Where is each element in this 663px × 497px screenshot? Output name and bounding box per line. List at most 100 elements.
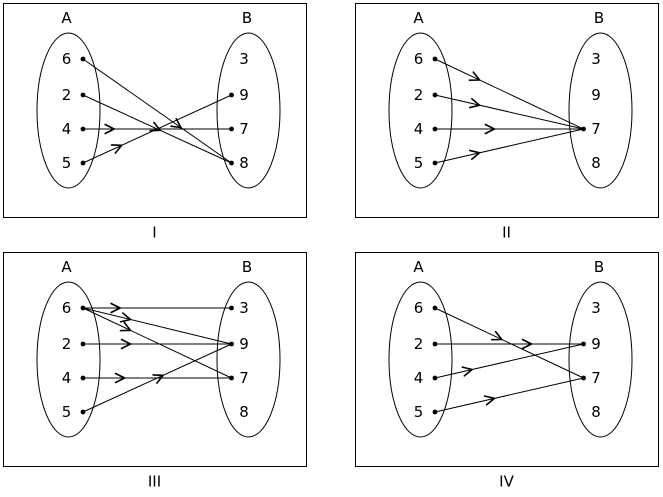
set-a-item-6-label: 6: [62, 50, 72, 68]
panel-border: [355, 252, 659, 467]
set-a-item-6-dot: [80, 56, 86, 62]
set-a-item-4-dot: [80, 375, 86, 381]
set-a-ellipse: [36, 32, 101, 189]
set-b-item-7-label: 7: [239, 369, 249, 387]
arrow-6-to-7-head: [468, 71, 481, 82]
set-a-label: A: [413, 258, 424, 276]
set-a-ellipse: [388, 281, 453, 438]
set-a-item-4-dot: [432, 126, 438, 132]
set-a-label: A: [61, 9, 72, 27]
set-b-item-3-label: 3: [591, 299, 601, 317]
set-b-item-9-label: 9: [591, 86, 601, 104]
arrow-5-to-7-head: [468, 149, 481, 160]
set-b-item-9-dot: [229, 92, 234, 98]
panel-numeral: I: [152, 224, 156, 242]
set-b-item-8-label: 8: [591, 403, 601, 421]
set-a-item-5-dot: [432, 160, 438, 166]
set-b-label: B: [594, 258, 604, 276]
arrow-2-to-7-line: [434, 94, 584, 130]
arrow-6-to-8-line: [82, 58, 232, 164]
panel-border: [3, 252, 307, 467]
arrow-6-to-9-line: [82, 307, 232, 345]
panel-iv: A B 6 2 4 5 3 9 7 8 IV: [355, 252, 659, 491]
set-b-ellipse: [216, 32, 281, 189]
set-b-label: B: [242, 9, 252, 27]
set-b-item-7-label: 7: [591, 120, 601, 138]
set-a-item-4-label: 4: [62, 369, 72, 387]
set-b-item-9-label: 9: [591, 335, 601, 353]
arrow-4-to-7-head: [104, 123, 115, 135]
panel-border: [355, 3, 659, 218]
set-b-item-8-label: 8: [239, 403, 249, 421]
set-a-label: A: [413, 9, 424, 27]
set-b-item-3-label: 3: [239, 299, 249, 317]
set-b-item-7-label: 7: [239, 120, 249, 138]
set-a-label: A: [61, 258, 72, 276]
set-b-item-8-label: 8: [239, 154, 249, 172]
arrow-6-to-3-head: [110, 302, 121, 314]
set-a-item-4-dot: [432, 375, 438, 381]
set-a-item-6-dot: [80, 305, 86, 311]
arrow-5-to-7-line: [434, 377, 584, 413]
arrow-6-to-7-line: [434, 58, 584, 130]
set-a-item-4-label: 4: [62, 120, 72, 138]
arrow-6-to-7-line: [82, 307, 232, 379]
set-a-item-4-label: 4: [414, 369, 424, 387]
set-a-item-6-dot: [432, 305, 438, 311]
set-b-item-8-dot: [229, 160, 234, 166]
set-a-item-2-dot: [80, 92, 86, 98]
set-a-item-6-dot: [432, 56, 438, 62]
set-a-item-2-label: 2: [414, 86, 424, 104]
arrow-4-to-7-head: [484, 123, 496, 135]
set-b-item-3-label: 3: [239, 50, 249, 68]
arrow-2-to-9-head: [120, 338, 132, 350]
set-b-ellipse: [216, 281, 281, 438]
panel-numeral: II: [502, 224, 511, 242]
arrow-2-to-9-head: [521, 338, 533, 350]
arrow-5-to-9-line: [82, 343, 232, 413]
panel-iii: A B 6 2 4 5 3 9 7 8 III: [3, 252, 307, 491]
set-a-item-5-label: 5: [414, 154, 424, 172]
set-a-item-6-label: 6: [414, 50, 424, 68]
panel-border: [3, 3, 307, 218]
panel-numeral: IV: [499, 473, 514, 491]
set-b-item-3-label: 3: [591, 50, 601, 68]
set-a-item-5-label: 5: [414, 403, 424, 421]
set-b-item-9-dot: [229, 341, 234, 347]
set-a-item-6-label: 6: [414, 299, 424, 317]
set-a-item-2-dot: [432, 92, 438, 98]
arrow-6-to-7-line: [434, 307, 584, 379]
panel-i: A B 6 2 4 5 3 9 7 8 I: [3, 3, 307, 242]
set-a-ellipse: [36, 281, 101, 438]
set-b-item-3-dot: [229, 305, 234, 311]
set-b-label: B: [242, 258, 252, 276]
set-a-item-2-dot: [80, 341, 86, 347]
set-a-item-2-label: 2: [414, 335, 424, 353]
set-b-item-9-label: 9: [239, 86, 249, 104]
arrow-4-to-7-head: [114, 372, 126, 384]
arrow-5-to-9-head: [110, 144, 123, 154]
set-a-item-2-label: 2: [62, 86, 72, 104]
set-b-item-8-label: 8: [591, 154, 601, 172]
set-b-item-7-dot: [581, 375, 586, 381]
panel-numeral: III: [148, 473, 161, 491]
set-b-item-7-dot: [581, 126, 586, 132]
arrow-5-to-7-line: [434, 128, 584, 164]
set-a-item-5-dot: [80, 409, 86, 415]
set-a-item-5-label: 5: [62, 154, 72, 172]
set-a-item-2-label: 2: [62, 335, 72, 353]
panel-ii: A B 6 2 4 5 3 9 7 8 II: [355, 3, 659, 242]
arrow-5-to-9-line: [82, 94, 232, 164]
set-b-ellipse: [568, 281, 633, 438]
arrow-6-to-9-head: [119, 312, 132, 323]
set-b-item-9-label: 9: [239, 335, 249, 353]
arrow-5-to-9-head: [152, 374, 164, 384]
set-a-item-6-label: 6: [62, 299, 72, 317]
set-a-item-4-label: 4: [414, 120, 424, 138]
set-b-item-7-dot: [229, 126, 234, 132]
set-a-item-2-dot: [432, 341, 438, 347]
set-b-item-7-label: 7: [591, 369, 601, 387]
arrow-2-to-7-head: [468, 98, 481, 109]
set-b-item-9-dot: [581, 341, 586, 347]
